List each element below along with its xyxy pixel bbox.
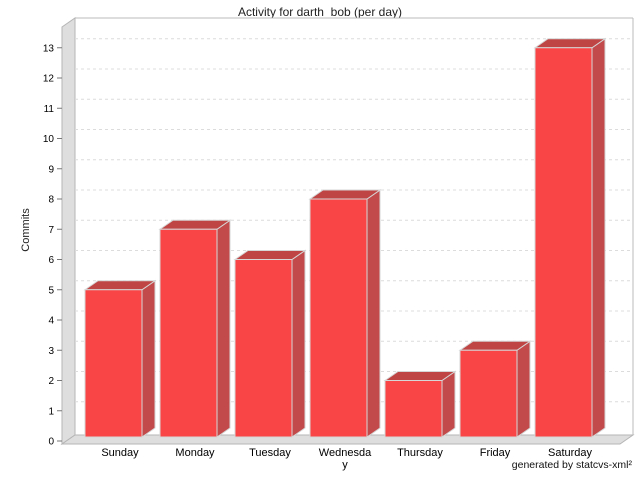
x-category-label-monday: Monday [175, 447, 215, 459]
y-tick-label-3: 3 [48, 346, 54, 357]
bar-monday-side [216, 219, 231, 438]
bar-wednesday-top [308, 189, 382, 200]
bar-friday [459, 349, 518, 438]
bar-monday [159, 228, 218, 438]
bar-wednesday [309, 198, 368, 438]
bar-saturday-top [533, 38, 607, 49]
y-tick-label-0: 0 [48, 437, 54, 448]
y-tick-label-4: 4 [48, 316, 54, 327]
bar-sunday-top [83, 280, 157, 291]
bar-friday-top [458, 340, 532, 351]
y-tick-label-13: 13 [43, 43, 55, 54]
chart-title: Activity for darth_bob (per day) [237, 5, 403, 19]
bar-monday-top [158, 219, 232, 230]
bar-tuesday [234, 259, 293, 438]
bar-thursday-side [441, 370, 456, 438]
bar-friday-side [516, 340, 531, 438]
x-category-label-friday: Friday [480, 447, 511, 459]
wall-left [61, 17, 76, 445]
bar-tuesday-top [233, 250, 307, 260]
x-category-label-thursday: Thursday [397, 447, 443, 459]
generator-credit: generated by statcvs-xml² [511, 459, 632, 471]
y-tick-label-9: 9 [48, 164, 54, 175]
x-category-label-wednesday-line2: y [342, 459, 348, 471]
y-tick-label-7: 7 [48, 225, 54, 236]
bar-saturday [534, 47, 593, 438]
y-tick-label-10: 10 [43, 134, 55, 145]
y-tick-label-5: 5 [48, 285, 54, 296]
x-category-label-sunday: Sunday [101, 447, 139, 459]
bar-saturday-side [591, 37, 606, 438]
bar-sunday-side [141, 279, 156, 438]
y-tick-label-6: 6 [48, 255, 54, 266]
bar-thursday [384, 380, 443, 438]
bar-sunday [84, 289, 143, 438]
y-tick-label-12: 12 [43, 74, 55, 85]
x-category-label-tuesday: Tuesday [249, 447, 291, 459]
x-category-label-wednesday: Wednesda [319, 447, 372, 459]
y-tick-label-8: 8 [48, 195, 54, 206]
bar-tuesday-side [291, 249, 306, 438]
x-category-label-saturday: Saturday [548, 447, 593, 459]
y-tick-label-11: 11 [44, 104, 55, 115]
y-tick-label-1: 1 [48, 406, 54, 417]
bar-wednesday-side [366, 189, 381, 438]
y-tick-label-2: 2 [48, 376, 54, 387]
bar-thursday-top [383, 371, 457, 381]
